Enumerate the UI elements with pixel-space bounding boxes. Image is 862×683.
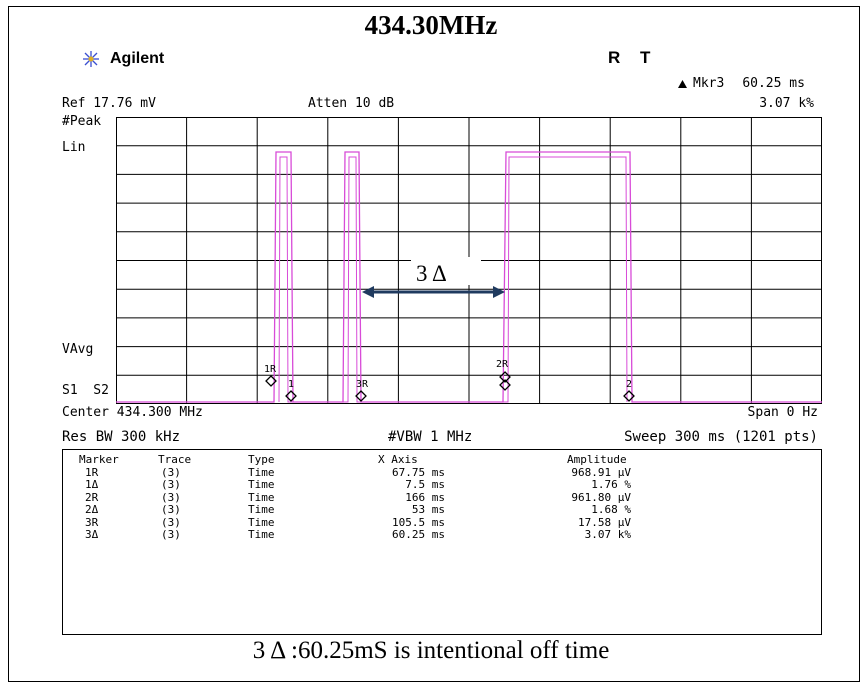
signal-trace xyxy=(116,151,822,403)
marker-readout: Mkr3 60.25 ms xyxy=(678,76,805,91)
marker-2r-diamond-icon-2 xyxy=(499,379,511,391)
table-cell: 53 ms xyxy=(411,503,445,517)
vbw: #VBW 1 MHz xyxy=(388,429,473,445)
marker-1r-diamond-icon xyxy=(265,375,277,387)
marker-2r-diamond-icon xyxy=(499,371,511,383)
caption: 3 Δ :60.25mS is intentional off time xyxy=(252,637,610,664)
table-cell: 1Δ xyxy=(85,478,99,492)
table-cell: 17.58 µV xyxy=(578,515,631,529)
marker-2r-label: 2R xyxy=(496,359,509,370)
arrow-left-head-icon xyxy=(362,286,374,298)
col-amplitude-header: Amplitude xyxy=(567,453,627,466)
vavg-label: VAvg xyxy=(62,342,94,357)
arrow-right-head-icon xyxy=(493,286,505,298)
marker-2-diamond-icon xyxy=(623,390,635,402)
table-cell: Time xyxy=(248,503,275,517)
table-cell: 67.75 ms xyxy=(392,466,445,479)
marker-symbols: 1R 1 3R 2R 2 xyxy=(264,359,635,402)
status-t: T xyxy=(640,48,651,67)
table-cell: (3) xyxy=(161,490,181,504)
detector-mode: #Peak xyxy=(62,114,102,129)
figure-frame xyxy=(8,6,860,682)
table-cell: (3) xyxy=(161,503,181,517)
agilent-spark-icon xyxy=(83,51,99,67)
status-r: R xyxy=(608,48,621,67)
marker-table: Marker Trace Type X Axis Amplitude 1R (3)… xyxy=(62,449,822,635)
center-frequency: Center 434.300 MHz xyxy=(62,405,203,420)
table-cell: Time xyxy=(248,478,275,492)
agilent-logo: Agilent xyxy=(82,50,164,68)
frequency-title: 434.30MHz xyxy=(364,10,498,40)
marker-3r-label: 3R xyxy=(356,379,369,390)
table-cell: 2R xyxy=(85,490,99,504)
table-cell: 2Δ xyxy=(85,503,99,517)
table-cell: 3Δ xyxy=(85,528,99,541)
span-value: Span 0 Hz xyxy=(747,405,818,420)
table-cell: (3) xyxy=(161,515,181,529)
table-cell: Time xyxy=(248,490,275,504)
annotation-label: 3 Δ xyxy=(416,261,447,286)
marker-2-label: 2 xyxy=(626,379,632,390)
table-cell: 961.80 µV xyxy=(571,490,631,504)
table-cell: Time xyxy=(248,466,275,479)
table-cell: 968.91 µV xyxy=(571,466,631,479)
col-xaxis-header: X Axis xyxy=(378,453,418,466)
marker-readout-value: 3.07 k% xyxy=(759,96,814,111)
table-cell: 166 ms xyxy=(405,490,445,504)
sweep-info: Sweep 300 ms (1201 pts) xyxy=(624,429,818,445)
table-cell: Time xyxy=(248,528,275,541)
marker-1-label: 1 xyxy=(288,379,294,390)
delta-triangle-icon xyxy=(678,79,687,88)
signal-trace-inner xyxy=(278,156,628,403)
spectrum-display: 3 Δ 1R 1 3R 2R 2 xyxy=(116,117,822,404)
marker-readout-time: 60.25 ms xyxy=(742,76,805,91)
col-trace-header: Trace xyxy=(158,453,192,466)
col-type-header: Type xyxy=(248,453,275,466)
ref-level: Ref 17.76 mV xyxy=(62,96,156,111)
marker-1r-label: 1R xyxy=(264,364,277,375)
table-cell: 3R xyxy=(85,515,99,529)
table-cell: (3) xyxy=(161,528,181,541)
table-cell: 1R xyxy=(85,466,99,479)
attenuation: Atten 10 dB xyxy=(308,96,395,111)
table-cell: 60.25 ms xyxy=(392,528,445,541)
table-cell: 1.68 % xyxy=(591,503,631,517)
table-cell: (3) xyxy=(161,478,181,492)
col-marker-header: Marker xyxy=(79,453,119,466)
table-cell: 1.76 % xyxy=(591,478,631,492)
table-cell: Time xyxy=(248,515,275,529)
marker-readout-label: Mkr3 xyxy=(693,76,725,91)
table-cell: 7.5 ms xyxy=(405,478,445,492)
table-cell: 105.5 ms xyxy=(392,515,445,529)
table-cell: 3.07 k% xyxy=(584,528,631,541)
res-bw: Res BW 300 kHz xyxy=(62,429,181,445)
brand-name: Agilent xyxy=(110,50,165,67)
marker-3r-diamond-icon xyxy=(355,390,367,402)
s1-s2-label: S1 S2 xyxy=(62,383,109,398)
table-cell: (3) xyxy=(161,466,181,479)
scale-mode: Lin xyxy=(62,140,86,155)
marker-1-diamond-icon xyxy=(285,390,297,402)
